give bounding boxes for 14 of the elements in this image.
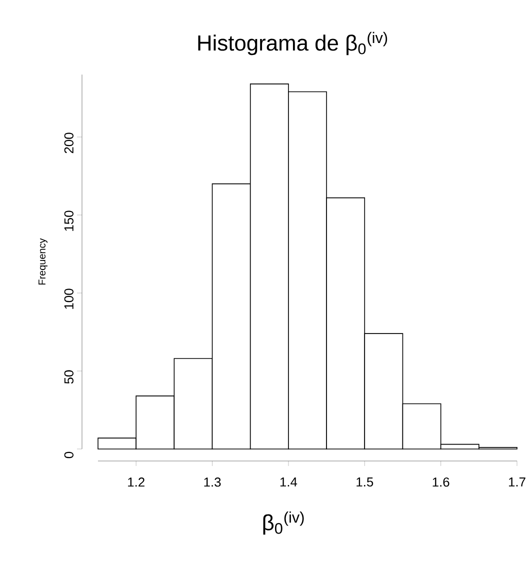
x-tick-label: 1.4	[280, 478, 298, 486]
chart-title: Histograma de β$_{0}$(iv)	[198, 32, 388, 56]
x-tick-label: 1.2	[128, 478, 144, 487]
y-tick-label: 50	[64, 370, 74, 384]
x-tick-label: 1.7	[508, 478, 526, 486]
y-axis-title: Frequency	[38, 238, 48, 285]
y-tick-label: 200	[64, 132, 74, 154]
y-tick-label: 0	[64, 452, 74, 458]
x-tick-label: 1.6	[432, 478, 450, 487]
x-tick-label: 1.3	[204, 478, 221, 487]
x-axis-title: β$_{0}$(iv)	[263, 512, 304, 535]
y-tick-label: 100	[64, 288, 74, 309]
x-tick-label: 1.5	[356, 478, 374, 487]
y-tick-label: 150	[64, 210, 74, 231]
